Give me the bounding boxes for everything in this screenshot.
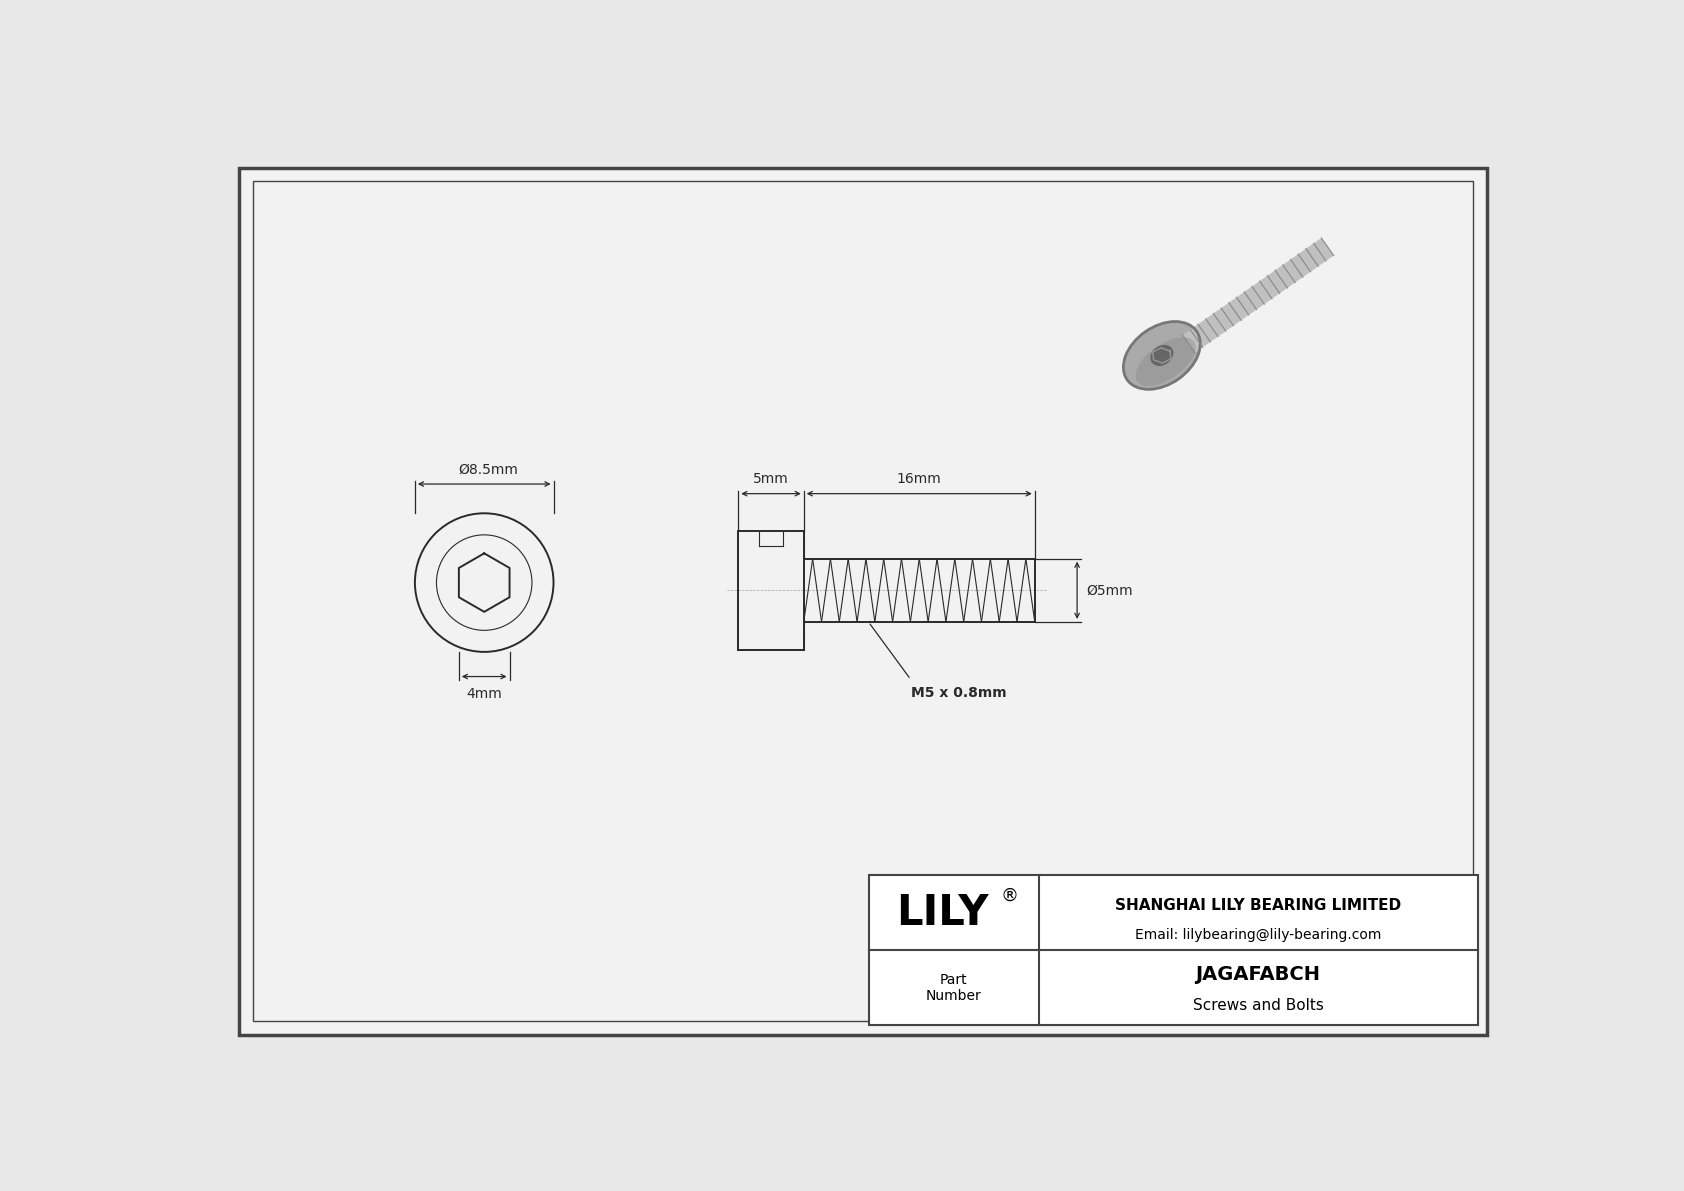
Ellipse shape — [1123, 322, 1201, 389]
Text: Ø8.5mm: Ø8.5mm — [458, 462, 519, 476]
Bar — [738, 531, 803, 650]
Text: ®: ® — [1000, 887, 1019, 905]
Bar — [869, 875, 1477, 1025]
Ellipse shape — [1135, 337, 1196, 386]
Text: 5mm: 5mm — [753, 472, 788, 486]
Text: Email: lilybearing@lily-bearing.com: Email: lilybearing@lily-bearing.com — [1135, 928, 1381, 942]
Text: Ø5mm: Ø5mm — [1086, 584, 1133, 598]
Ellipse shape — [1150, 345, 1174, 366]
Text: Part
Number: Part Number — [926, 973, 982, 1003]
Text: Screws and Bolts: Screws and Bolts — [1192, 998, 1324, 1014]
Text: JAGAFABCH: JAGAFABCH — [1196, 965, 1320, 984]
Text: SHANGHAI LILY BEARING LIMITED: SHANGHAI LILY BEARING LIMITED — [1115, 898, 1401, 912]
Text: LILY: LILY — [896, 892, 989, 934]
Text: 4mm: 4mm — [466, 687, 502, 701]
Text: M5 x 0.8mm: M5 x 0.8mm — [911, 686, 1007, 700]
Polygon shape — [1182, 238, 1334, 353]
Text: 16mm: 16mm — [898, 472, 941, 486]
